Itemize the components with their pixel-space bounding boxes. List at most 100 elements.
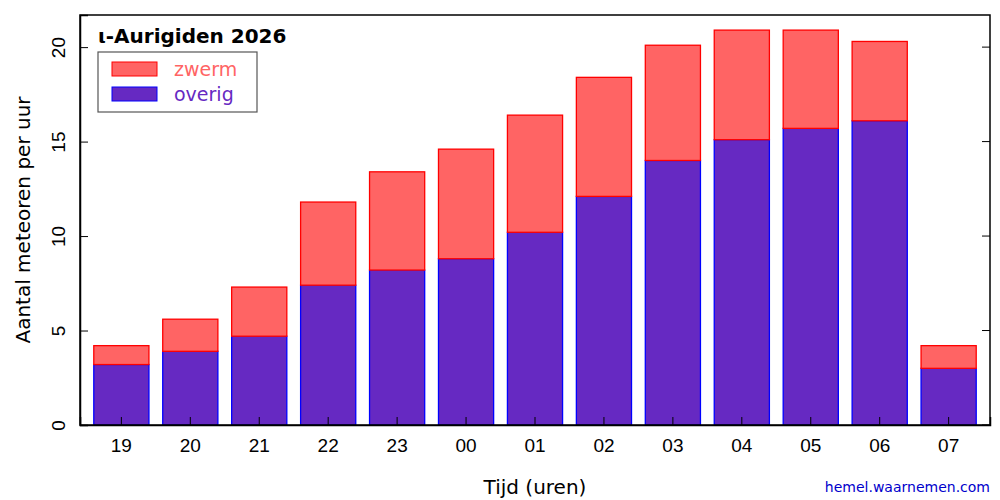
x-tick-label: 03 bbox=[662, 435, 683, 456]
y-tick-mark bbox=[982, 330, 990, 331]
legend-swatch bbox=[112, 62, 157, 76]
legend: zwerm overig bbox=[98, 52, 257, 112]
x-tick-label: 20 bbox=[180, 435, 201, 456]
frame bbox=[80, 15, 990, 425]
series-zwerm bbox=[94, 30, 976, 368]
y-tick-label: 0 bbox=[48, 420, 69, 431]
x-tick-mark bbox=[397, 417, 398, 425]
x-tick: 23 bbox=[387, 417, 408, 456]
y-tick-label: 15 bbox=[48, 132, 69, 153]
x-tick: 20 bbox=[180, 417, 201, 456]
x-axis-title: Tijd (uren) bbox=[483, 475, 587, 499]
x-tick: 01 bbox=[524, 417, 545, 456]
bar bbox=[645, 45, 700, 160]
y-axis-right bbox=[982, 47, 990, 425]
x-tick-mark bbox=[121, 417, 122, 425]
bar bbox=[232, 287, 287, 336]
y-tick-label: 5 bbox=[48, 326, 69, 337]
bar bbox=[714, 30, 769, 140]
x-tick-mark bbox=[535, 417, 536, 425]
x-tick: 06 bbox=[869, 417, 890, 456]
y-tick-mark bbox=[982, 141, 990, 142]
bar bbox=[852, 41, 907, 120]
bar bbox=[921, 368, 976, 425]
bar bbox=[94, 346, 149, 365]
bar bbox=[301, 285, 356, 425]
x-tick: 02 bbox=[593, 417, 614, 456]
y-tick-mark bbox=[982, 47, 990, 48]
bar bbox=[507, 232, 562, 425]
bars bbox=[94, 30, 976, 425]
bar bbox=[438, 259, 493, 425]
bar bbox=[163, 351, 218, 425]
y-tick-mark bbox=[80, 47, 88, 48]
bar bbox=[714, 140, 769, 425]
bar bbox=[438, 149, 493, 259]
legend-label: zwerm bbox=[174, 58, 237, 80]
x-tick: 03 bbox=[662, 417, 683, 456]
x-tick-mark bbox=[190, 417, 191, 425]
x-tick-label: 19 bbox=[111, 435, 132, 456]
bar bbox=[370, 172, 425, 270]
y-tick-mark bbox=[80, 142, 88, 143]
x-tick-mark bbox=[466, 417, 467, 425]
x-tick-mark bbox=[810, 417, 811, 425]
x-tick-label: 01 bbox=[524, 435, 545, 456]
y-tick: 20 bbox=[48, 37, 88, 58]
y-axis-line bbox=[81, 16, 89, 426]
y-tick-mark bbox=[80, 331, 88, 332]
x-tick-mark bbox=[879, 417, 880, 425]
bar bbox=[507, 115, 562, 232]
y-axis-title: Aantal meteoren per uur bbox=[11, 96, 35, 344]
x-tick: 07 bbox=[938, 417, 959, 456]
x-tick-mark bbox=[328, 417, 329, 425]
plot: 0510152019202122230001020304050607ι-Auri… bbox=[48, 15, 991, 456]
title: ι-Aurigiden 2026 bbox=[98, 24, 286, 48]
legend-label: overig bbox=[174, 83, 234, 105]
x-tick-label: 23 bbox=[387, 435, 408, 456]
y-tick: 15 bbox=[48, 132, 88, 153]
x-tick: 21 bbox=[249, 417, 270, 456]
x-tick-label: 21 bbox=[249, 435, 270, 456]
bar bbox=[783, 30, 838, 128]
x-tick: 19 bbox=[111, 417, 132, 456]
x-tick: 04 bbox=[731, 417, 753, 456]
legend-box bbox=[98, 52, 257, 112]
bar bbox=[783, 128, 838, 425]
x-tick-label: 06 bbox=[869, 435, 890, 456]
x-axis: 19 20 21 22 23 00 01 02 03 04 05 06 07 bbox=[81, 417, 991, 456]
bar bbox=[232, 336, 287, 425]
y-tick-label: 20 bbox=[48, 37, 69, 58]
bar bbox=[163, 319, 218, 351]
bar bbox=[94, 365, 149, 425]
y-tick: 5 bbox=[48, 326, 88, 337]
y-tick-mark bbox=[80, 236, 88, 237]
legend-swatch bbox=[112, 87, 157, 101]
x-tick-label: 22 bbox=[318, 435, 339, 456]
bar bbox=[852, 121, 907, 425]
bar bbox=[576, 77, 631, 196]
y-tick: 10 bbox=[48, 226, 88, 247]
x-tick-label: 02 bbox=[593, 435, 614, 456]
bar bbox=[645, 160, 700, 425]
x-tick-mark bbox=[259, 417, 260, 425]
x-tick: 05 bbox=[800, 417, 821, 456]
x-tick-mark bbox=[948, 417, 949, 425]
x-tick-mark bbox=[603, 417, 604, 425]
x-tick-label: 05 bbox=[800, 435, 821, 456]
x-tick-label: 07 bbox=[938, 435, 959, 456]
x-tick-label: 00 bbox=[455, 435, 476, 456]
bar bbox=[301, 202, 356, 285]
x-axis-line bbox=[81, 417, 991, 426]
credit: hemel.waarnemen.com bbox=[825, 479, 990, 495]
x-tick-mark bbox=[672, 417, 673, 425]
y-tick-mark bbox=[982, 236, 990, 237]
y-tick-label: 10 bbox=[48, 226, 69, 247]
bar bbox=[576, 196, 631, 425]
x-tick: 22 bbox=[318, 417, 339, 456]
bar bbox=[921, 346, 976, 369]
bar bbox=[370, 270, 425, 425]
x-tick-label: 04 bbox=[731, 435, 753, 456]
y-axis: 0 5 10 15 20 bbox=[48, 16, 88, 431]
x-tick: 00 bbox=[455, 417, 476, 456]
